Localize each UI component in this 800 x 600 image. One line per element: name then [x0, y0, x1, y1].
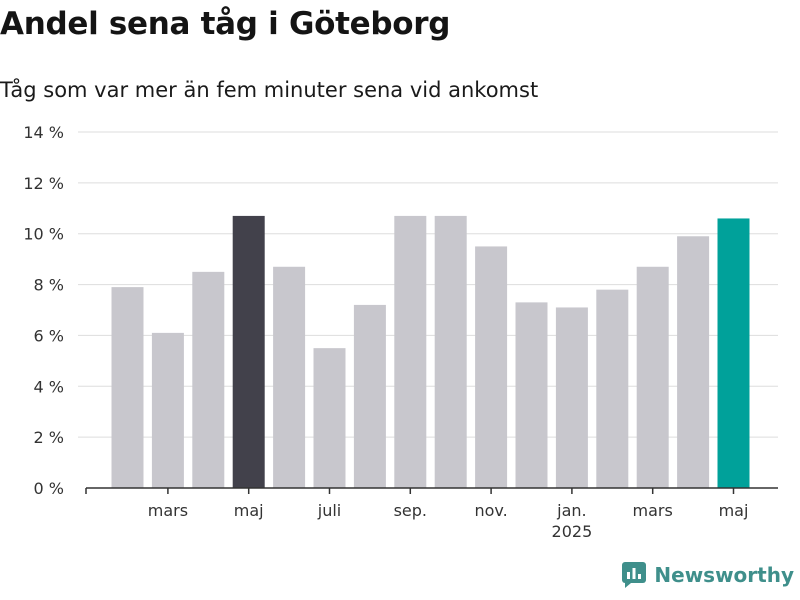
bar	[555, 307, 588, 488]
y-tick-label: 4 %	[34, 377, 64, 396]
bar	[515, 302, 548, 488]
bar	[717, 218, 750, 488]
bar	[232, 215, 265, 488]
bar	[434, 215, 467, 488]
bar	[636, 266, 669, 488]
bar	[394, 215, 427, 488]
bar	[111, 287, 144, 488]
bar	[596, 289, 629, 488]
chart-title: Andel sena tåg i Göteborg	[0, 6, 451, 42]
x-tick-label: jan.	[556, 501, 586, 520]
y-tick-label: 6 %	[34, 326, 64, 345]
x-tick-label: juli	[317, 501, 341, 520]
newsworthy-logo-icon	[622, 562, 647, 588]
x-tick-year-label: 2025	[552, 522, 593, 541]
x-tick-label: mars	[633, 501, 673, 520]
y-tick-label: 10 %	[23, 225, 64, 244]
brand-name: Newsworthy	[654, 563, 794, 587]
bar	[273, 266, 306, 488]
chart-subtitle: Tåg som var mer än fem minuter sena vid …	[0, 78, 539, 102]
bar	[313, 348, 346, 488]
y-tick-label: 12 %	[23, 174, 64, 193]
bar	[192, 271, 225, 488]
bar	[677, 236, 710, 488]
bar	[353, 304, 386, 488]
brand-logo: Newsworthy	[622, 562, 794, 588]
x-tick-label: maj	[719, 501, 749, 520]
x-tick-label: sep.	[394, 501, 427, 520]
y-tick-label: 14 %	[23, 123, 64, 142]
y-tick-label: 8 %	[34, 276, 64, 295]
y-tick-label: 2 %	[34, 428, 64, 447]
x-tick-label: nov.	[474, 501, 507, 520]
bar	[475, 246, 508, 488]
bar	[151, 332, 184, 488]
x-tick-label: mars	[148, 501, 188, 520]
y-tick-label: 0 %	[34, 479, 64, 498]
x-tick-label: maj	[234, 501, 264, 520]
